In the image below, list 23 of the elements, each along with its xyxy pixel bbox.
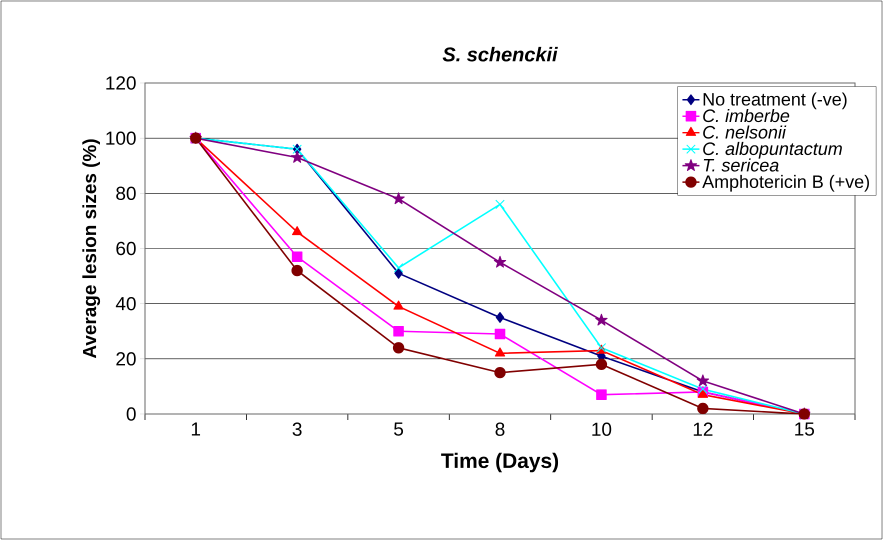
y-tick-label: 60 <box>116 242 136 256</box>
chart-title: S. schenckii <box>442 46 558 62</box>
x-axis-title: Time (Days) <box>441 452 558 472</box>
y-tick-label: 20 <box>116 352 136 366</box>
y-axis-title: Average lesion sizes (%) <box>82 139 100 358</box>
x-tick-label: 3 <box>292 422 302 436</box>
legend-label: C. nelsonii <box>703 125 786 139</box>
x-tick-label: 12 <box>694 422 712 436</box>
y-tick-label: 100 <box>106 131 136 145</box>
x-tick-label: 1 <box>192 422 200 436</box>
legend-label: C. imberbe <box>703 108 790 122</box>
x-tick-label: 15 <box>795 422 814 436</box>
y-tick-label: 120 <box>106 76 136 90</box>
y-tick-label: 80 <box>116 186 136 200</box>
legend-label: Amphotericin B (+ve) <box>702 174 869 192</box>
y-tick-label: 0 <box>126 407 136 421</box>
legend-label: C. albopuntactum <box>703 142 842 159</box>
x-tick-label: 10 <box>592 422 612 436</box>
legend-label: No treatment (-ve) <box>704 92 847 110</box>
x-tick-label: 8 <box>496 422 504 436</box>
legend-label: T. sericea <box>704 158 779 172</box>
y-tick-label: 40 <box>116 296 136 310</box>
x-tick-label: 5 <box>394 422 404 436</box>
